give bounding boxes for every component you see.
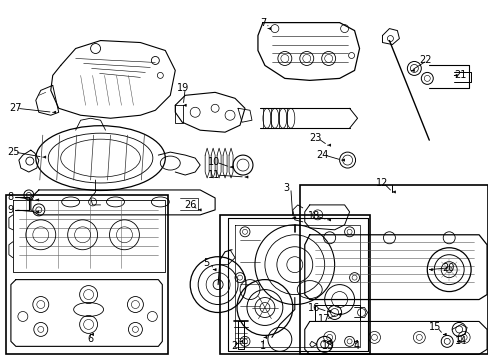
Text: 15: 15	[428, 323, 441, 332]
Text: 12: 12	[375, 178, 387, 188]
Text: 9: 9	[7, 205, 13, 215]
Text: 19: 19	[177, 84, 189, 93]
Text: 27: 27	[9, 103, 21, 113]
Text: 2: 2	[230, 341, 237, 351]
Text: 1: 1	[259, 341, 265, 351]
Bar	[6, 195, 168, 354]
Text: 26: 26	[184, 200, 196, 210]
Text: 17: 17	[317, 314, 329, 324]
Text: 11: 11	[208, 170, 220, 180]
Text: 14: 14	[454, 336, 467, 346]
Text: 23: 23	[309, 133, 322, 143]
Bar	[175, 105, 183, 123]
Text: 13: 13	[321, 341, 333, 351]
Text: 6: 6	[87, 334, 94, 345]
Text: 8: 8	[7, 192, 13, 202]
Text: 20: 20	[441, 263, 454, 273]
Text: 18: 18	[307, 211, 319, 221]
Text: 7: 7	[260, 18, 265, 28]
Text: 22: 22	[419, 55, 431, 66]
Bar	[220, 215, 369, 354]
Text: 21: 21	[453, 71, 466, 80]
Text: 3: 3	[282, 183, 288, 193]
Bar	[299, 185, 487, 354]
Text: 4: 4	[353, 341, 359, 351]
Text: 25: 25	[7, 147, 20, 157]
Text: 24: 24	[316, 150, 328, 160]
Text: 10: 10	[208, 157, 220, 167]
Text: 5: 5	[203, 258, 209, 268]
Text: 16: 16	[307, 302, 319, 312]
